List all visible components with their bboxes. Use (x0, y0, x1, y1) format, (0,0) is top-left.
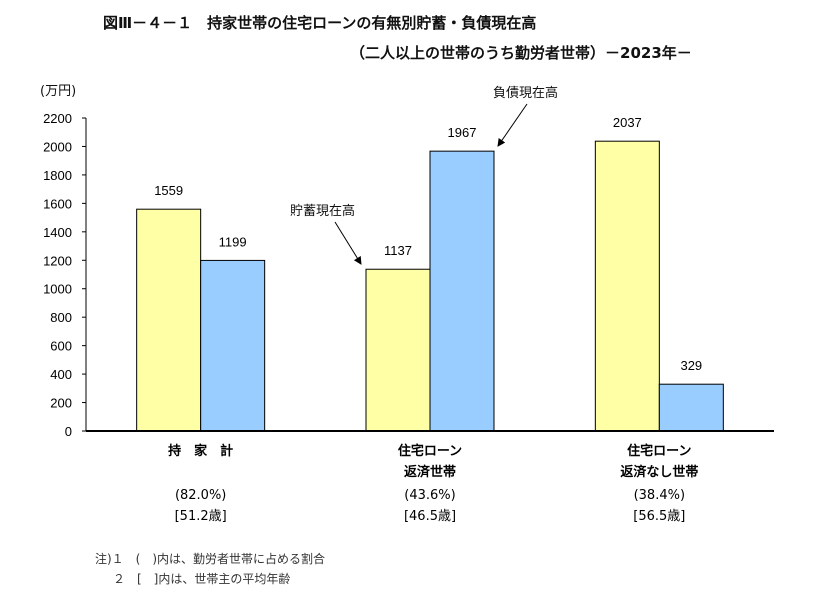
y-tick-label: 2200 (43, 111, 72, 126)
note-1: 注)１ ( )内は、勤労者世帯に占める割合 (95, 552, 326, 566)
category-label: 住宅ローン (627, 443, 691, 459)
y-axis-label: (万円) (40, 84, 77, 99)
y-tick-label: 400 (50, 367, 72, 382)
bar-savings (136, 208, 202, 432)
y-tick-label: 1400 (43, 225, 72, 240)
data-label: 1559 (154, 183, 183, 198)
bar-debt (200, 259, 266, 432)
y-tick-label: 1200 (43, 253, 72, 268)
y-tick-label: 1800 (43, 168, 72, 183)
arrow-debt (497, 103, 528, 147)
annotation-savings: 貯蓄現在高 (290, 204, 356, 219)
bar-savings (594, 140, 660, 432)
arrow-savings (334, 221, 362, 265)
category-label: 持 家 計 (168, 443, 233, 459)
y-tick-label: 1000 (43, 282, 72, 297)
y-tick-label: 1600 (43, 196, 72, 211)
category-label-2: 返済なし世帯 (620, 464, 698, 480)
data-label: 329 (680, 358, 702, 373)
category-label-2: 返済世帯 (404, 464, 456, 480)
annotation-debt: 負債現在高 (493, 86, 559, 101)
bar-debt (429, 150, 495, 432)
y-tick-label: 0 (65, 424, 72, 439)
data-label: 1199 (219, 234, 247, 249)
category-share: (82.0%) (175, 488, 226, 503)
data-label: 2037 (613, 115, 642, 130)
data-label: 1967 (448, 125, 477, 140)
bar-savings (365, 268, 431, 432)
category-age: [56.5歳] (633, 509, 685, 524)
category-age: [46.5歳] (404, 509, 456, 524)
category-share: (43.6%) (404, 488, 455, 503)
y-tick-label: 800 (50, 310, 72, 325)
y-tick-label: 200 (50, 396, 72, 411)
chart-subtitle: （二人以上の世帯のうち勤労者世帯）－2023年－ (350, 44, 692, 62)
category-share: (38.4%) (634, 488, 685, 503)
y-tick-label: 600 (50, 339, 72, 354)
category-age: [51.2歳] (175, 509, 227, 524)
data-label: 1137 (384, 243, 412, 258)
chart-title: 図Ⅲ－４－１ 持家世帯の住宅ローンの有無別貯蓄・負債現在高 (103, 14, 537, 32)
y-tick-label: 2000 (43, 139, 72, 154)
bar-debt (658, 383, 724, 432)
note-2: ２ [ ]内は、世帯主の平均年齢 (113, 572, 291, 586)
category-label: 住宅ローン (398, 443, 462, 459)
